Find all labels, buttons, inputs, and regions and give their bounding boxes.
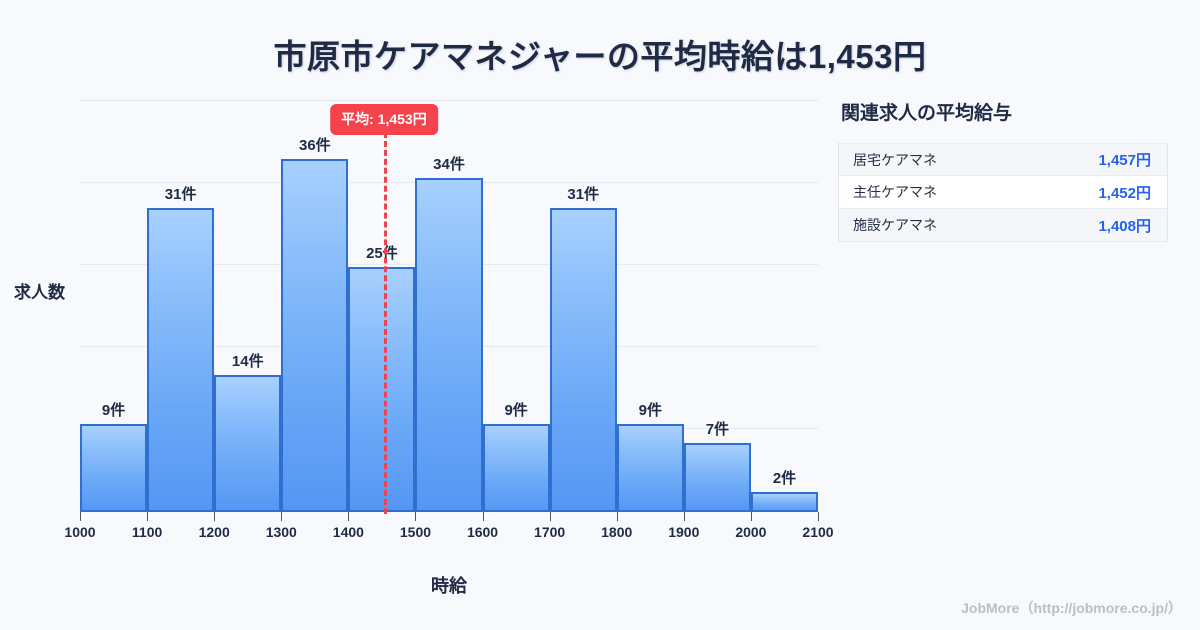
bar-value-label: 9件: [638, 401, 662, 419]
bar[interactable]: [348, 266, 416, 512]
bar-value-label: 9件: [101, 401, 126, 419]
table-row[interactable]: 居宅ケアマネ 1,457円: [839, 143, 1167, 176]
bar[interactable]: [616, 423, 684, 512]
x-axis-title: 時給: [431, 576, 467, 596]
bar[interactable]: [482, 423, 550, 512]
table-row[interactable]: 施設ケアマネ 1,408円: [839, 209, 1167, 242]
x-tick-label: 1600: [466, 524, 499, 540]
x-tick-mark: [348, 512, 350, 521]
salary-row-value: 1,452円: [1098, 184, 1151, 202]
bar-slot: 14件: [214, 100, 282, 512]
bar-value-label: 36件: [298, 136, 331, 154]
plot-area: 9件 31件 14件 36件 25件 34件 9件 31件 9件 7件 2件: [80, 100, 819, 512]
salary-row-name: 主任ケアマネ: [853, 184, 937, 200]
related-salary-panel: 関連求人の平均給与 居宅ケアマネ 1,457円主任ケアマネ 1,452円施設ケアマネ…: [838, 98, 1168, 242]
x-tick-label: 1100: [131, 524, 163, 540]
bar-value-label: 25件: [366, 244, 398, 262]
gridline: [80, 100, 818, 101]
x-tick-label: 2100: [802, 524, 834, 540]
bar-slot: 9件: [80, 100, 148, 512]
bar-slot: 36件: [281, 100, 349, 512]
bar[interactable]: [214, 374, 282, 512]
x-tick-label: 1400: [332, 524, 364, 540]
x-tick-mark: [818, 512, 819, 521]
bar-slot: 7件: [683, 100, 751, 512]
x-tick-mark: [214, 512, 216, 521]
bar[interactable]: [415, 178, 483, 512]
x-tick-label: 1000: [64, 524, 96, 540]
y-axis-title: 求人数: [14, 283, 65, 302]
x-axis-line: [80, 510, 818, 512]
x-tick-mark: [147, 512, 149, 521]
bar-value-label: 31件: [567, 185, 600, 203]
page-title: 市原市ケアマネジャーの平均時給は1,453円: [273, 38, 927, 75]
salary-row-name: 施設ケアマネ: [853, 217, 937, 233]
related-salary-title: 関連求人の平均給与: [841, 103, 1013, 124]
bar[interactable]: [683, 443, 751, 512]
salary-row-value: 1,457円: [1098, 152, 1151, 169]
average-line: [383, 132, 387, 514]
bar[interactable]: [750, 492, 819, 512]
bar-slot: 34件: [415, 100, 483, 512]
bar-value-label: 2件: [772, 470, 797, 488]
bar-value-label: 7件: [705, 421, 730, 439]
table-row[interactable]: 主任ケアマネ 1,452円: [839, 176, 1167, 209]
x-tick-label: 2000: [735, 524, 767, 540]
salary-row-name: 居宅ケアマネ: [853, 151, 937, 168]
bar-slot: 9件: [482, 100, 550, 512]
bar-series: 9件 31件 14件 36件 25件 34件 9件 31件 9件 7件 2件: [80, 100, 819, 512]
related-salary-table: 居宅ケアマネ 1,457円主任ケアマネ 1,452円施設ケアマネ 1,408円: [838, 143, 1168, 242]
x-tick-mark: [616, 512, 618, 521]
x-tick-label: 1200: [198, 524, 230, 540]
x-tick-label: 1700: [534, 524, 566, 540]
x-tick-label: 1800: [601, 524, 633, 540]
bar-slot: 9件: [616, 100, 684, 512]
x-tick-label: 1500: [399, 524, 432, 540]
x-tick-mark: [281, 512, 283, 521]
salary-row-value: 1,408円: [1098, 217, 1151, 235]
bar-slot: 31件: [549, 100, 617, 512]
bar[interactable]: [80, 423, 148, 512]
x-tick-mark: [482, 512, 484, 521]
x-tick-label: 1900: [668, 524, 700, 540]
bar-slot: 31件: [147, 100, 215, 512]
average-badge: 平均: 1,453円: [330, 104, 438, 135]
x-tick-mark: [549, 512, 551, 521]
x-tick-mark: [750, 512, 752, 521]
histogram-chart: 9件 31件 14件 36件 25件 34件 9件 31件 9件 7件 2件 1000 1100 120…: [14, 100, 834, 596]
bar-slot: 2件: [750, 100, 819, 512]
bar[interactable]: [281, 158, 349, 512]
bar-value-label: 34件: [433, 156, 465, 174]
bar[interactable]: [147, 207, 215, 512]
bar-value-label: 31件: [164, 185, 197, 203]
bar[interactable]: [549, 207, 617, 512]
x-tick-mark: [415, 512, 417, 521]
bar-value-label: 14件: [231, 352, 264, 370]
x-tick-mark: [683, 512, 685, 521]
x-tick-label: 1300: [265, 524, 297, 540]
x-tick-mark: [80, 512, 81, 521]
footer-credit: JobMore（http://jobmore.co.jp/）: [961, 600, 1182, 616]
bar-value-label: 9件: [504, 401, 528, 419]
bar-slot: 25件: [348, 100, 416, 512]
